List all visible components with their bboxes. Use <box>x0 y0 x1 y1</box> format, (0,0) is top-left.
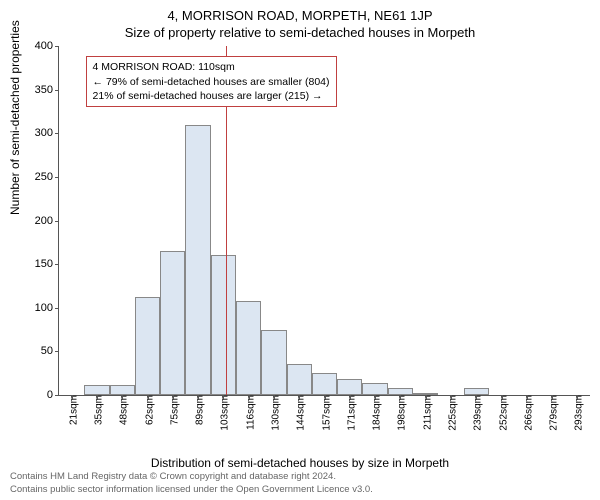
x-tick-label: 157sqm <box>317 395 332 431</box>
footer-line2: Contains public sector information licen… <box>10 484 590 496</box>
x-tick-mark <box>274 395 275 399</box>
x-tick-label: 130sqm <box>266 395 281 431</box>
histogram-bar <box>236 301 261 395</box>
histogram-bar <box>185 125 210 395</box>
chart-area: 05010015020025030035040021sqm35sqm48sqm6… <box>58 46 590 396</box>
x-tick-mark <box>375 395 376 399</box>
x-tick-mark <box>577 395 578 399</box>
y-tick-mark <box>55 395 59 396</box>
y-tick-mark <box>55 46 59 47</box>
x-tick-label: 75sqm <box>165 395 180 425</box>
x-tick-label: 293sqm <box>570 395 585 431</box>
x-tick-label: 144sqm <box>292 395 307 431</box>
y-tick-mark <box>55 351 59 352</box>
y-tick-mark <box>55 133 59 134</box>
histogram-bar <box>261 330 286 395</box>
x-tick-label: 239sqm <box>469 395 484 431</box>
y-tick-mark <box>55 177 59 178</box>
x-tick-mark <box>299 395 300 399</box>
histogram-bar <box>388 388 413 395</box>
histogram-bar <box>211 255 236 395</box>
x-tick-label: 62sqm <box>140 395 155 425</box>
title-main: 4, MORRISON ROAD, MORPETH, NE61 1JP <box>0 0 600 23</box>
x-tick-label: 225sqm <box>443 395 458 431</box>
x-tick-mark <box>198 395 199 399</box>
plot-area: 05010015020025030035040021sqm35sqm48sqm6… <box>58 46 590 396</box>
histogram-bar <box>160 251 185 395</box>
y-tick-mark <box>55 90 59 91</box>
title-sub: Size of property relative to semi-detach… <box>0 23 600 46</box>
x-tick-mark <box>173 395 174 399</box>
x-tick-mark <box>502 395 503 399</box>
info-box-line: 21% of semi-detached houses are larger (… <box>93 89 330 103</box>
footer-line1: Contains HM Land Registry data © Crown c… <box>10 471 590 483</box>
x-tick-label: 103sqm <box>216 395 231 431</box>
x-tick-mark <box>325 395 326 399</box>
x-tick-mark <box>451 395 452 399</box>
info-box-line: 4 MORRISON ROAD: 110sqm <box>93 60 330 74</box>
x-tick-mark <box>97 395 98 399</box>
y-tick-mark <box>55 308 59 309</box>
histogram-bar <box>110 385 135 395</box>
x-tick-label: 116sqm <box>241 395 256 430</box>
x-tick-label: 171sqm <box>342 395 357 431</box>
x-tick-mark <box>249 395 250 399</box>
x-tick-mark <box>223 395 224 399</box>
x-tick-mark <box>476 395 477 399</box>
histogram-bar <box>135 297 160 395</box>
x-tick-mark <box>552 395 553 399</box>
x-tick-mark <box>527 395 528 399</box>
x-tick-label: 35sqm <box>89 395 104 425</box>
y-tick-mark <box>55 264 59 265</box>
x-tick-mark <box>400 395 401 399</box>
y-tick-mark <box>55 221 59 222</box>
histogram-bar <box>464 388 489 395</box>
histogram-bar <box>362 383 387 395</box>
x-tick-label: 89sqm <box>191 395 206 425</box>
x-tick-label: 266sqm <box>519 395 534 431</box>
histogram-bar <box>337 379 362 395</box>
x-tick-mark <box>426 395 427 399</box>
x-tick-label: 198sqm <box>393 395 408 431</box>
footer-attribution: Contains HM Land Registry data © Crown c… <box>10 471 590 496</box>
histogram-bar <box>312 373 337 395</box>
x-axis-label: Distribution of semi-detached houses by … <box>0 456 600 470</box>
info-box-line: ← 79% of semi-detached houses are smalle… <box>93 75 330 89</box>
x-tick-mark <box>350 395 351 399</box>
x-tick-label: 279sqm <box>545 395 560 431</box>
histogram-bar <box>84 385 109 395</box>
histogram-bar <box>287 364 312 395</box>
x-tick-label: 211sqm <box>418 395 433 430</box>
x-tick-label: 184sqm <box>368 395 383 431</box>
x-tick-mark <box>72 395 73 399</box>
x-tick-mark <box>148 395 149 399</box>
x-tick-label: 21sqm <box>64 395 79 425</box>
y-axis-label: Number of semi-detached properties <box>8 20 22 215</box>
x-tick-mark <box>122 395 123 399</box>
x-tick-label: 48sqm <box>115 395 130 425</box>
info-box: 4 MORRISON ROAD: 110sqm← 79% of semi-det… <box>86 56 337 107</box>
x-tick-label: 252sqm <box>494 395 509 431</box>
